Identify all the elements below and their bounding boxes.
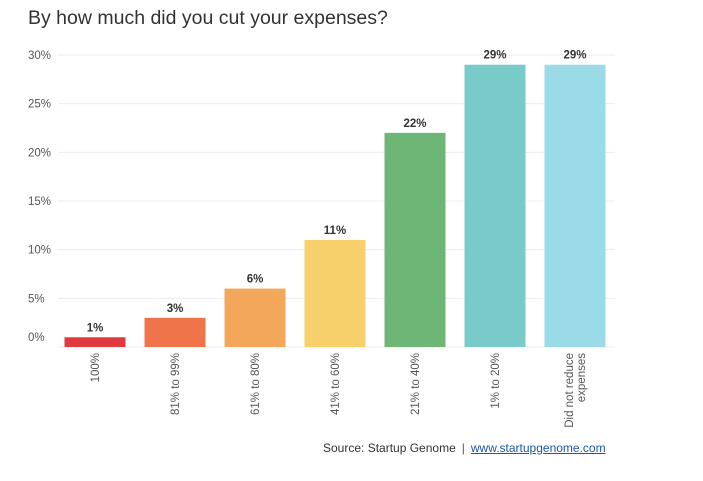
bars (64, 64, 606, 347)
y-tick-label: 15% (28, 196, 51, 208)
bar (224, 288, 286, 347)
y-tick-label: 25% (28, 99, 51, 111)
bar-value-label: 6% (247, 274, 264, 286)
x-tick-label: 41% to 60% (330, 353, 342, 415)
source-label: Source: Startup Genome (323, 441, 456, 455)
bar-value-label: 29% (483, 50, 506, 62)
bar (64, 337, 126, 347)
y-axis-tick-labels: 0% 5% 10% 15% 20% 25% 30% (28, 50, 51, 344)
source-link[interactable]: www.startupgenome.com (470, 441, 606, 455)
y-tick-label: 30% (28, 50, 51, 62)
y-tick-label: 0% (28, 332, 45, 344)
bar (144, 317, 206, 347)
value-labels: 1% 3% 6% 11% 22% 29% 29% (87, 50, 587, 335)
x-tick-label: 100% (90, 353, 102, 382)
x-axis-tick-labels: 100% 81% to 99% 61% to 80% 41% to 60% 21% to… (90, 353, 588, 428)
bar (544, 64, 606, 347)
y-tick-label: 10% (28, 245, 51, 257)
x-tick-label: 1% to 20% (490, 353, 502, 409)
bar-value-label: 3% (167, 303, 184, 315)
x-tick-label: 61% to 80% (250, 353, 262, 415)
x-tick-label: Did not reduceexpenses (564, 353, 588, 428)
bar (464, 64, 526, 347)
bar (304, 239, 366, 347)
chart-title: By how much did you cut your expenses? (28, 7, 388, 29)
y-tick-label: 20% (28, 147, 51, 159)
y-tick-label: 5% (28, 293, 45, 305)
source-separator: | (461, 441, 465, 455)
x-tick-label: 81% to 99% (170, 353, 182, 415)
bar-value-label: 1% (87, 322, 104, 334)
bar-value-label: 29% (563, 50, 586, 62)
bar-value-label: 22% (403, 118, 426, 130)
bar-value-label: 11% (324, 225, 346, 237)
bar (384, 132, 446, 347)
source-note: Source: Startup Genome | www.startupgenome… (323, 441, 606, 455)
x-tick-label: 21% to 40% (410, 353, 422, 415)
